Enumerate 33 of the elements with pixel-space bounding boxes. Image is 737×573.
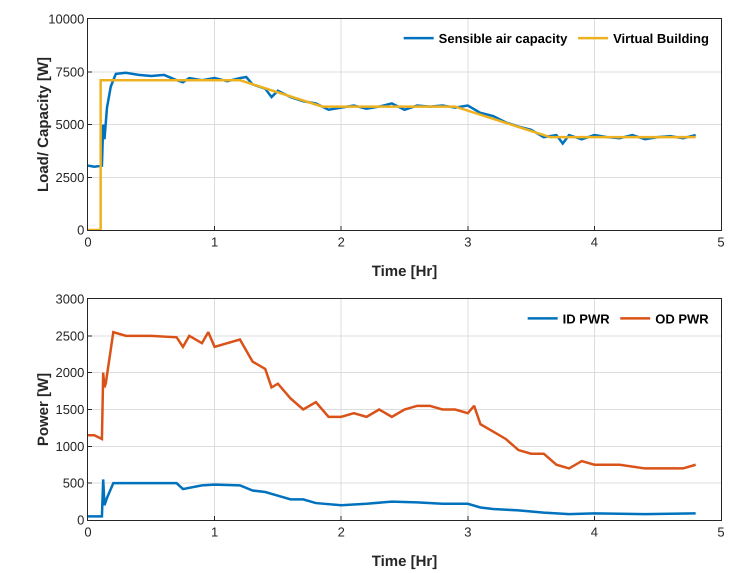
y-axis-title: Power [W]	[35, 372, 52, 446]
x-tick-label: 2	[338, 524, 345, 540]
legend-label: Virtual Building	[613, 31, 709, 46]
y-tick-label: 2500	[55, 170, 84, 185]
x-tick-label: 1	[210, 234, 218, 250]
line-series	[88, 478, 697, 518]
x-tick-label: 2	[338, 234, 345, 250]
x-tick-label: 3	[464, 524, 472, 540]
legend-label: ID PWR	[562, 311, 610, 326]
line-series	[88, 330, 697, 470]
y-tick-label: 0	[77, 512, 84, 528]
x-tick-label: 5	[717, 234, 725, 250]
y-tick-label: 1000	[55, 438, 84, 454]
y-tick-label: 7500	[55, 64, 84, 80]
y-tick-label: 2000	[55, 365, 84, 380]
line-series	[88, 78, 697, 230]
y-tick-label: 3000	[55, 292, 84, 307]
legend-label: OD PWR	[655, 311, 710, 326]
legend-label: Sensible air capacity	[438, 31, 568, 46]
x-tick-label: 3	[464, 234, 472, 250]
y-tick-label: 10000	[48, 12, 84, 27]
x-tick-label: 5	[717, 524, 725, 540]
x-axis-title: Time [Hr]	[372, 553, 438, 570]
x-tick-label: 4	[590, 234, 598, 250]
x-tick-label: 1	[210, 524, 218, 540]
y-tick-label: 2500	[55, 328, 84, 344]
y-tick-label: 1500	[55, 402, 84, 418]
y-tick-label: 5000	[55, 117, 84, 132]
y-tick-label: 500	[62, 476, 84, 491]
y-axis-title: Load/ Capacity [W]	[35, 56, 52, 192]
x-axis-title: Time [Hr]	[372, 263, 438, 280]
x-tick-label: 4	[590, 524, 598, 540]
y-tick-label: 0	[77, 222, 84, 238]
